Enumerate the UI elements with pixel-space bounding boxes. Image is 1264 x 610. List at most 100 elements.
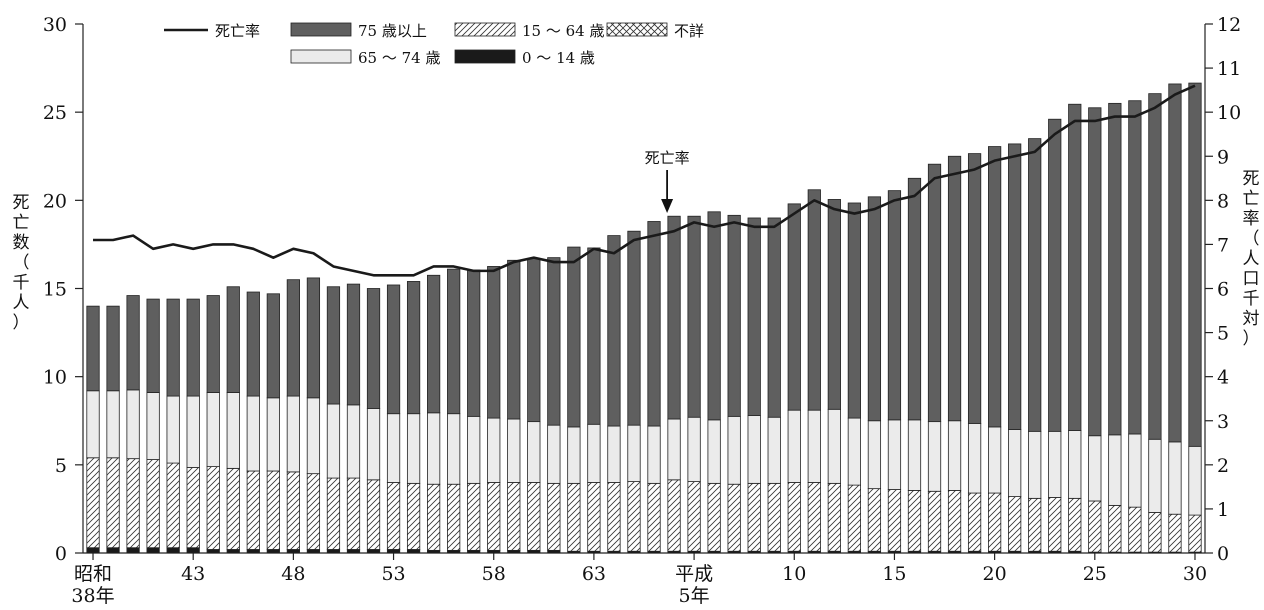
bar-segment	[126, 458, 140, 549]
y-tick-label-right: 3	[1217, 411, 1229, 433]
bar-segment	[1068, 103, 1082, 431]
bar-segment	[146, 459, 160, 549]
bar-segment	[206, 295, 220, 393]
axis-title-char: （	[1243, 229, 1260, 249]
x-tick-label: 53	[381, 563, 405, 585]
bar-segment	[326, 403, 341, 479]
bar-segment	[887, 190, 902, 421]
bar-segment	[747, 482, 761, 552]
axis-title-char: 死	[1243, 169, 1260, 189]
bar-segment	[827, 482, 841, 552]
bar-segment	[406, 413, 421, 484]
bar-segment	[326, 477, 341, 550]
bar-segment	[1128, 433, 1142, 508]
bar-segment	[607, 235, 621, 427]
bar-segment	[1148, 93, 1162, 440]
bar-segment	[386, 549, 401, 554]
bar-segment	[366, 479, 381, 550]
legend-label: 死亡率	[215, 22, 260, 40]
bar-segment	[346, 404, 361, 479]
bar-segment	[747, 217, 761, 416]
bar-segment	[306, 473, 321, 550]
bar-segment	[787, 482, 801, 552]
bar-segment	[366, 549, 381, 554]
bar-segment	[1168, 83, 1182, 443]
y-tick-label-right: 1	[1217, 499, 1229, 521]
legend: 死亡率 75 歳以上 15 ～ 64 歳 不詳 65 ～ 74 歳 0 ～ 14 歳	[164, 22, 704, 67]
bar-segment	[847, 202, 861, 419]
bar-segment	[86, 305, 100, 392]
x-tick-label: 20	[983, 563, 1007, 585]
bar-segment	[166, 395, 180, 464]
bar-segment	[386, 284, 401, 415]
bar-segment	[867, 488, 882, 552]
bar-segment	[146, 547, 160, 554]
bar-segment	[507, 259, 521, 420]
axis-title-char: ）	[13, 313, 30, 333]
bar-segment	[1108, 504, 1122, 553]
legend-label: 0 ～ 14 歳	[522, 49, 595, 67]
bar-segment	[286, 279, 300, 397]
bar-segment	[887, 419, 902, 490]
bar-segment	[707, 482, 721, 552]
bar-segment	[186, 395, 200, 468]
bar-segment	[567, 426, 581, 484]
bar-segment	[767, 482, 781, 552]
bar-segment	[447, 483, 461, 551]
bar-segment	[988, 492, 1002, 552]
bar-segment	[1088, 107, 1102, 437]
y-tick-label-left: 0	[55, 543, 67, 565]
bar-segment	[1148, 512, 1162, 553]
bar-segment	[106, 457, 120, 549]
bar-segment	[967, 492, 982, 552]
bar-segment	[947, 490, 962, 552]
bar-segment	[707, 419, 721, 484]
bar-segment	[607, 425, 621, 483]
bar-segment	[326, 549, 341, 554]
x-tick-label: 30	[1183, 563, 1207, 585]
bar-segment	[547, 482, 561, 551]
death-rate-line	[93, 84, 1196, 277]
bar-segment	[226, 392, 240, 469]
bar-segment	[106, 390, 120, 459]
bar-segment	[667, 479, 681, 552]
death-rate-annotation: 死亡率	[645, 149, 690, 213]
bar-segment	[447, 413, 461, 485]
bar-segment	[306, 549, 321, 554]
bar-segment	[1068, 497, 1082, 552]
bar-segment	[907, 490, 922, 552]
bar-segment	[206, 466, 220, 550]
bar-segment	[366, 288, 381, 409]
bar-segment	[667, 215, 681, 420]
x-tick-label: 平成	[675, 563, 713, 585]
bar-segment	[847, 484, 861, 552]
bar-segment	[1148, 438, 1162, 513]
bar-segment	[907, 419, 922, 491]
bar-segment	[447, 268, 461, 415]
bar-segment	[627, 230, 641, 426]
bar-segment	[226, 549, 240, 554]
axes-layer	[75, 23, 1213, 560]
bar-segment	[887, 489, 902, 552]
bar-segment	[607, 482, 621, 552]
bar-segment	[186, 547, 200, 554]
bar-segment	[246, 470, 260, 550]
bar-segment	[727, 483, 741, 552]
bar-segment	[807, 189, 821, 411]
bar-segment	[346, 477, 361, 550]
death-rate-line-layer	[93, 84, 1196, 277]
bar-segment	[226, 286, 240, 393]
legend-label: 15 ～ 64 歳	[522, 22, 604, 40]
bar-segment	[467, 482, 481, 551]
x-tick-label: 昭和	[74, 563, 112, 585]
bar-segment	[1028, 430, 1042, 499]
bar-segment	[467, 269, 481, 417]
legend-swatch	[606, 22, 668, 37]
bar-segment	[507, 482, 521, 551]
bar-segment	[587, 423, 601, 483]
bar-segment	[366, 408, 381, 481]
axis-title-char: 率	[1243, 209, 1260, 229]
axis-title-char: 死	[13, 193, 30, 213]
axis-title-char: 数	[13, 233, 30, 253]
